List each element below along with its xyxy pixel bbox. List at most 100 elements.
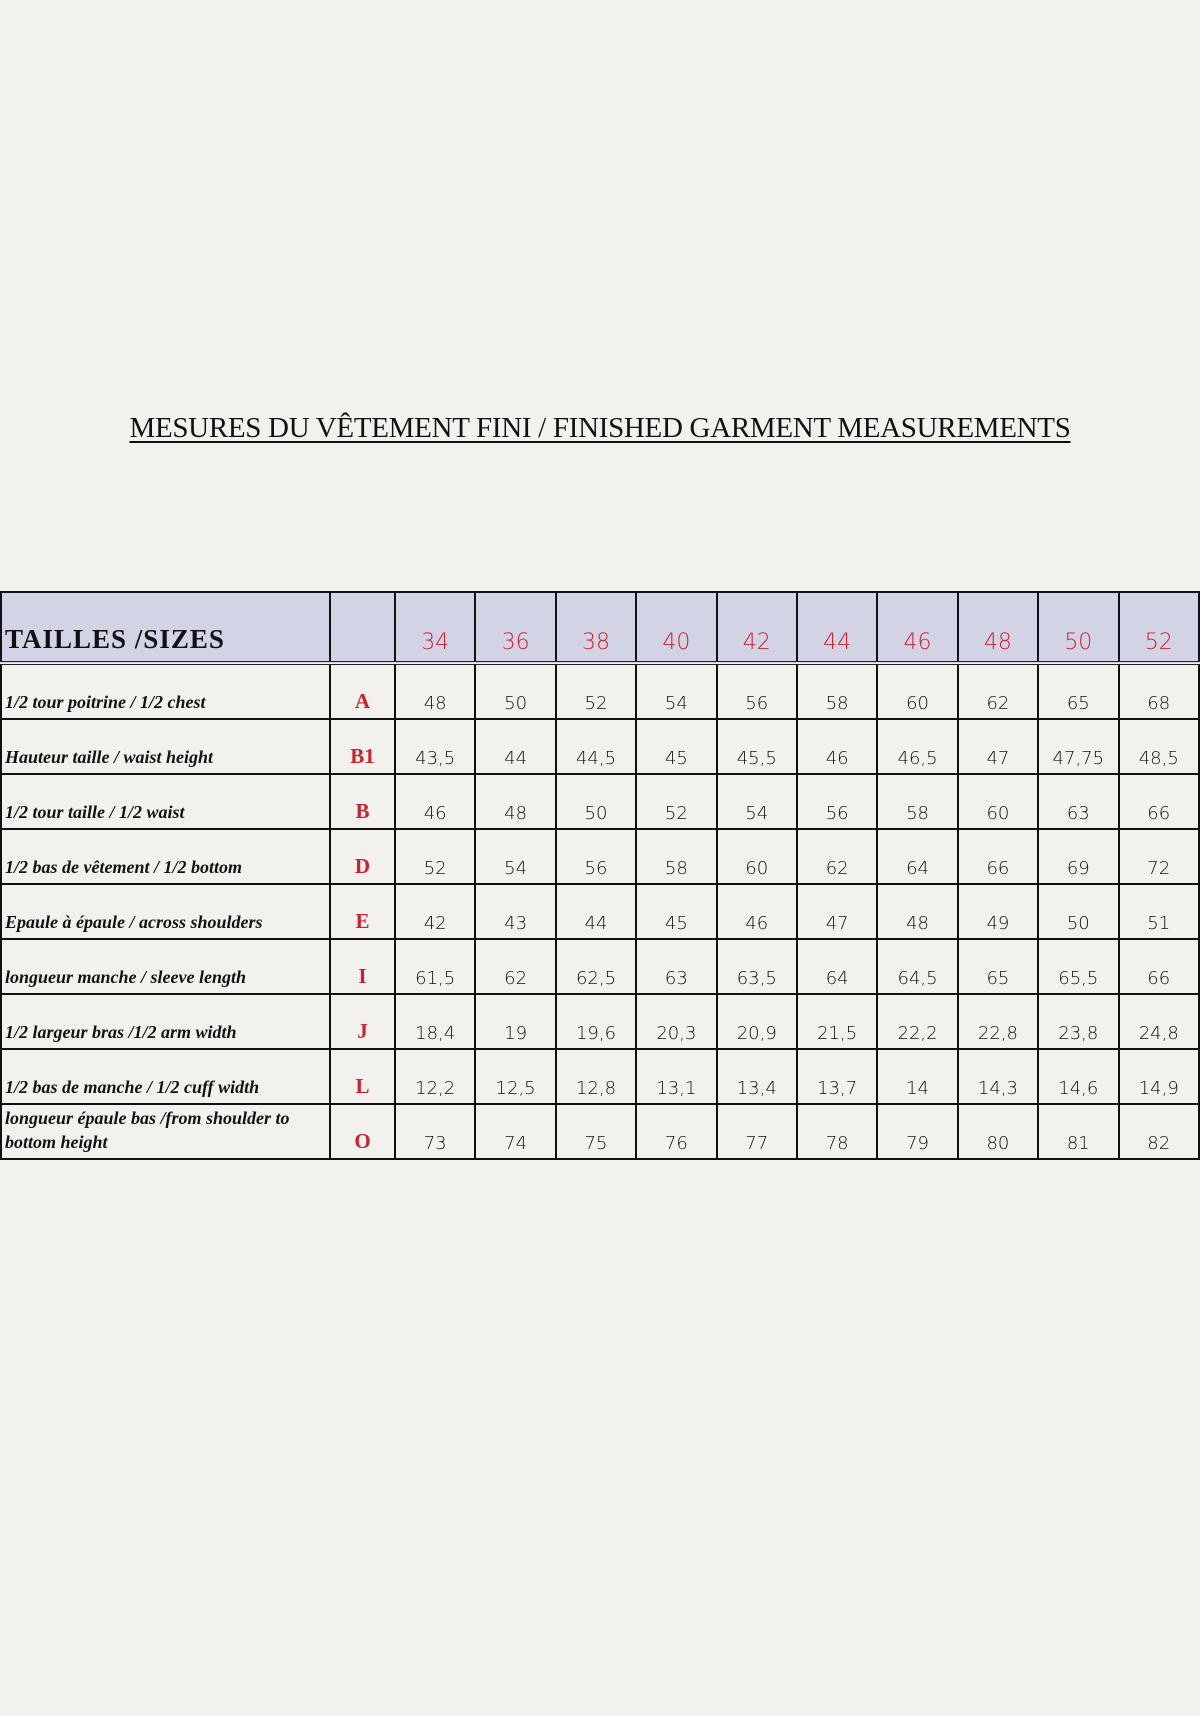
size-header-50: 50	[1037, 591, 1120, 665]
measurement-value: 44,5	[554, 718, 638, 775]
measurement-value: 20,9	[715, 993, 798, 1050]
measurement-value: 44	[474, 718, 557, 775]
measurement-value: 12,2	[393, 1048, 477, 1105]
size-header-48: 48	[956, 591, 1040, 665]
size-header-34: 34	[393, 591, 477, 665]
measurement-value: 47,75	[1037, 718, 1120, 775]
measurement-value: 19,6	[554, 993, 638, 1050]
measurement-value: 18,4	[393, 993, 477, 1050]
measurement-value: 52	[393, 828, 477, 885]
measurement-value: 56	[554, 828, 638, 885]
measurement-value: 54	[715, 773, 798, 830]
measurement-value: 13,4	[715, 1048, 798, 1105]
measurement-value: 50	[474, 662, 557, 720]
measurement-letter: A	[329, 662, 396, 720]
measurement-value: 62,5	[554, 938, 638, 995]
measurement-label: 1/2 bas de manche / 1/2 cuff width	[0, 1048, 331, 1105]
measurement-value: 66	[1117, 773, 1200, 830]
measurement-value: 77	[715, 1103, 798, 1160]
measurement-value: 14	[876, 1048, 959, 1105]
table-row: 1/2 bas de manche / 1/2 cuff width L 12,2 1…	[0, 1048, 1200, 1105]
header-row: TAILLES /SIZES 34 36 38 40 42 44 46 48 50 52	[0, 591, 1200, 665]
measurement-value: 73	[393, 1103, 477, 1160]
measurement-label: longueur épaule bas /from shoulder to bo…	[0, 1103, 331, 1160]
measurement-value: 13,7	[795, 1048, 879, 1105]
measurement-value: 43,5	[393, 718, 477, 775]
measurements-table: TAILLES /SIZES 34 36 38 40 42 44 46 48 50 52 1/2 to…	[0, 591, 1200, 1160]
measurement-value: 48	[393, 662, 477, 720]
measurement-value: 45,5	[715, 718, 798, 775]
measurement-value: 66	[1117, 938, 1200, 995]
measurement-value: 63	[1037, 773, 1120, 830]
measurement-value: 46	[795, 718, 879, 775]
measurement-value: 46	[393, 773, 477, 830]
measurement-value: 20,3	[635, 993, 718, 1050]
measurement-value: 56	[795, 773, 879, 830]
measurement-value: 12,5	[474, 1048, 557, 1105]
measurement-value: 60	[876, 662, 959, 720]
measurement-value: 46	[715, 883, 798, 940]
measurement-value: 62	[956, 662, 1040, 720]
measurement-value: 48,5	[1117, 718, 1200, 775]
page-title: MESURES DU VÊTEMENT FINI / FINISHED GARM…	[129, 412, 1071, 444]
measurement-value: 65	[956, 938, 1040, 995]
size-header-42: 42	[715, 591, 798, 665]
measurement-value: 54	[474, 828, 557, 885]
measurement-value: 65	[1037, 662, 1120, 720]
sizes-header-label: TAILLES /SIZES	[0, 591, 331, 665]
measurement-letter: E	[329, 883, 396, 940]
measurement-value: 48	[474, 773, 557, 830]
measurement-value: 22,8	[956, 993, 1040, 1050]
measurement-label: 1/2 tour taille / 1/2 waist	[0, 773, 331, 830]
measurement-letter: B	[329, 773, 396, 830]
measurement-label: longueur manche / sleeve length	[0, 938, 331, 995]
size-header-38: 38	[554, 591, 638, 665]
measurement-value: 14,6	[1037, 1048, 1120, 1105]
measurement-value: 63,5	[715, 938, 798, 995]
measurement-value: 66	[956, 828, 1040, 885]
measurement-value: 62	[474, 938, 557, 995]
measurement-value: 62	[795, 828, 879, 885]
measurement-label: Epaule à épaule / across shoulders	[0, 883, 331, 940]
measurement-value: 82	[1117, 1103, 1200, 1160]
measurement-value: 58	[876, 773, 959, 830]
measurement-value: 58	[635, 828, 718, 885]
measurement-label: Hauteur taille / waist height	[0, 718, 331, 775]
table-row: 1/2 tour taille / 1/2 waist B 46 48 50 52 54 56…	[0, 773, 1200, 830]
measurement-value: 50	[554, 773, 638, 830]
measurement-value: 13,1	[635, 1048, 718, 1105]
measurement-value: 45	[635, 718, 718, 775]
measurement-value: 43	[474, 883, 557, 940]
size-header-52: 52	[1117, 591, 1200, 665]
measurement-value: 14,9	[1117, 1048, 1200, 1105]
measurement-value: 42	[393, 883, 477, 940]
measurement-value: 44	[554, 883, 638, 940]
measurement-value: 49	[956, 883, 1040, 940]
measurement-value: 14,3	[956, 1048, 1040, 1105]
measurement-value: 63	[635, 938, 718, 995]
measurement-letter: D	[329, 828, 396, 885]
size-header-40: 40	[635, 591, 718, 665]
measurement-value: 58	[795, 662, 879, 720]
measurement-label: 1/2 tour poitrine / 1/2 chest	[0, 662, 331, 720]
measurement-value: 75	[554, 1103, 638, 1160]
table-row: 1/2 bas de vêtement / 1/2 bottom D 52 54 56 5…	[0, 828, 1200, 885]
measurement-letter: O	[329, 1103, 396, 1160]
size-header-44: 44	[795, 591, 879, 665]
measurement-value: 64	[876, 828, 959, 885]
size-header-36: 36	[474, 591, 557, 665]
measurement-value: 24,8	[1117, 993, 1200, 1050]
measurement-value: 72	[1117, 828, 1200, 885]
measurement-letter: B1	[329, 718, 396, 775]
measurement-label: 1/2 bas de vêtement / 1/2 bottom	[0, 828, 331, 885]
measurement-value: 51	[1117, 883, 1200, 940]
measurement-value: 76	[635, 1103, 718, 1160]
table-row: Hauteur taille / waist height B1 43,5 44 44,…	[0, 718, 1200, 775]
measurement-value: 60	[715, 828, 798, 885]
measurement-value: 81	[1037, 1103, 1120, 1160]
measurement-value: 12,8	[554, 1048, 638, 1105]
measurement-value: 80	[956, 1103, 1040, 1160]
measurement-value: 74	[474, 1103, 557, 1160]
measurement-value: 65,5	[1037, 938, 1120, 995]
measurement-value: 23,8	[1037, 993, 1120, 1050]
